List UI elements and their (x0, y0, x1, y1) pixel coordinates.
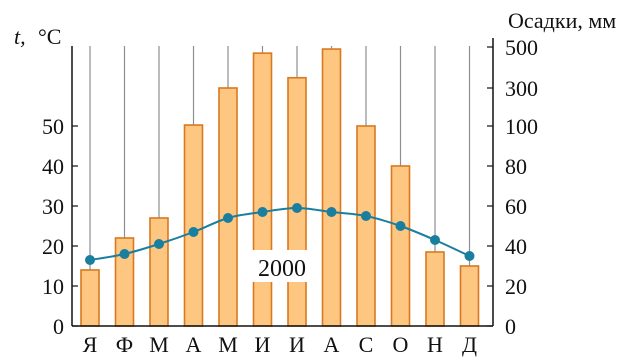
right-tick-label: 300 (505, 76, 538, 101)
right-axis-label: Осадки, мм (508, 8, 616, 33)
temperature-point (223, 213, 233, 223)
temperature-point (292, 203, 302, 213)
right-tick-label: 60 (505, 194, 527, 219)
x-tick-label: А (186, 332, 202, 357)
precipitation-bars (80, 48, 480, 327)
x-tick-label: А (324, 332, 340, 357)
temperature-point (464, 251, 475, 261)
precip-bar (321, 48, 342, 327)
left-tick-label: 40 (42, 154, 64, 179)
precip-bar (287, 76, 307, 327)
annotation-box: 2000 (252, 250, 312, 282)
temperature-point (395, 221, 406, 231)
left-tick-label: 0 (53, 314, 64, 339)
precip-bar (425, 251, 445, 327)
x-tick-label: М (149, 332, 169, 357)
temperature-point (188, 227, 199, 237)
left-axis-ticks: 0 10 20 30 40 50 (42, 114, 78, 339)
right-tick-label: 80 (505, 154, 527, 179)
right-tick-label: 100 (505, 114, 538, 139)
left-axis-label-unit: °C (38, 24, 61, 49)
right-tick-label: 0 (505, 314, 516, 339)
x-tick-label: С (359, 332, 374, 357)
x-tick-label: Н (427, 332, 443, 357)
temperature-point (154, 239, 164, 249)
precip-bar (252, 52, 273, 327)
right-tick-label: 20 (505, 274, 527, 299)
temperature-point (119, 249, 130, 259)
x-tick-label: М (218, 332, 238, 357)
right-tick-label: 40 (505, 234, 527, 259)
left-tick-label: 10 (42, 274, 64, 299)
temperature-point (85, 255, 95, 265)
precip-bar (80, 269, 100, 327)
x-tick-label: О (393, 332, 409, 357)
x-tick-label: И (289, 332, 305, 357)
left-tick-label: 50 (42, 114, 64, 139)
temperature-point (361, 211, 371, 221)
x-tick-label: Ф (116, 332, 133, 357)
temperature-point (430, 235, 440, 245)
precip-bar (356, 125, 376, 327)
temperature-point (326, 207, 337, 217)
left-tick-label: 30 (42, 194, 64, 219)
right-axis-ticks: 0 20 40 60 80 100 300 500 (487, 35, 538, 339)
x-tick-label: Я (83, 332, 98, 357)
grid-lines (89, 46, 471, 326)
precip-bar (218, 87, 238, 327)
precip-bar (149, 217, 169, 327)
precip-bar (459, 265, 480, 327)
precip-bar (183, 124, 204, 327)
precip-bar (390, 165, 411, 327)
annotation-text: 2000 (258, 256, 306, 282)
left-tick-label: 20 (42, 234, 64, 259)
temperature-line (85, 203, 475, 265)
right-tick-label: 500 (505, 35, 538, 60)
temperature-point (257, 207, 268, 217)
x-tick-label: Д (462, 332, 477, 357)
left-axis-label-t: t, (14, 24, 26, 49)
x-tick-label: И (255, 332, 271, 357)
